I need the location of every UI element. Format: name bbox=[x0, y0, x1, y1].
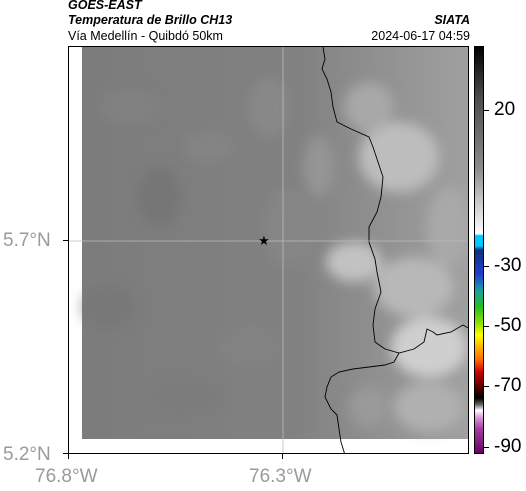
star-icon: ★ bbox=[258, 234, 270, 249]
lat-label-5.2: 5.2°N bbox=[3, 444, 51, 465]
colorbar-label-minus50: -50 bbox=[494, 315, 522, 336]
colorbar-tick bbox=[484, 386, 489, 387]
colorbar-tick bbox=[484, 326, 489, 327]
colorbar-label-minus70: -70 bbox=[494, 375, 522, 396]
colorbar-tick bbox=[484, 266, 489, 267]
boundary-lines bbox=[321, 47, 468, 453]
lon-label-76.3: 76.3°W bbox=[249, 466, 312, 487]
satellite-map[interactable]: ★ bbox=[68, 46, 469, 454]
lat-label-5.7: 5.7°N bbox=[3, 230, 51, 251]
colorbar-label-minus90: -90 bbox=[494, 436, 522, 457]
x-tick-mark bbox=[282, 454, 283, 459]
map-image: ★ bbox=[69, 47, 468, 453]
timestamp-label: 2024-06-17 04:59 bbox=[371, 29, 470, 43]
product-title: Temperatura de Brillo CH13 bbox=[68, 13, 233, 27]
colorbar-tick bbox=[484, 110, 489, 111]
mountain-region bbox=[304, 82, 468, 432]
y-tick-mark bbox=[63, 240, 68, 241]
y-tick-mark bbox=[63, 453, 68, 454]
x-tick-mark bbox=[68, 454, 69, 459]
cloud-texture bbox=[81, 77, 314, 415]
satellite-title: GOES-EAST bbox=[68, 0, 142, 12]
agency-label: SIATA bbox=[434, 13, 470, 27]
colorbar-label-minus30: -30 bbox=[494, 255, 522, 276]
colorbar-tick bbox=[484, 447, 489, 448]
colorbar bbox=[474, 46, 484, 454]
lon-label-76.8: 76.8°W bbox=[35, 466, 98, 487]
colorbar-label-20: 20 bbox=[494, 99, 516, 120]
region-label: Vía Medellín - Quibdó 50km bbox=[68, 29, 223, 43]
